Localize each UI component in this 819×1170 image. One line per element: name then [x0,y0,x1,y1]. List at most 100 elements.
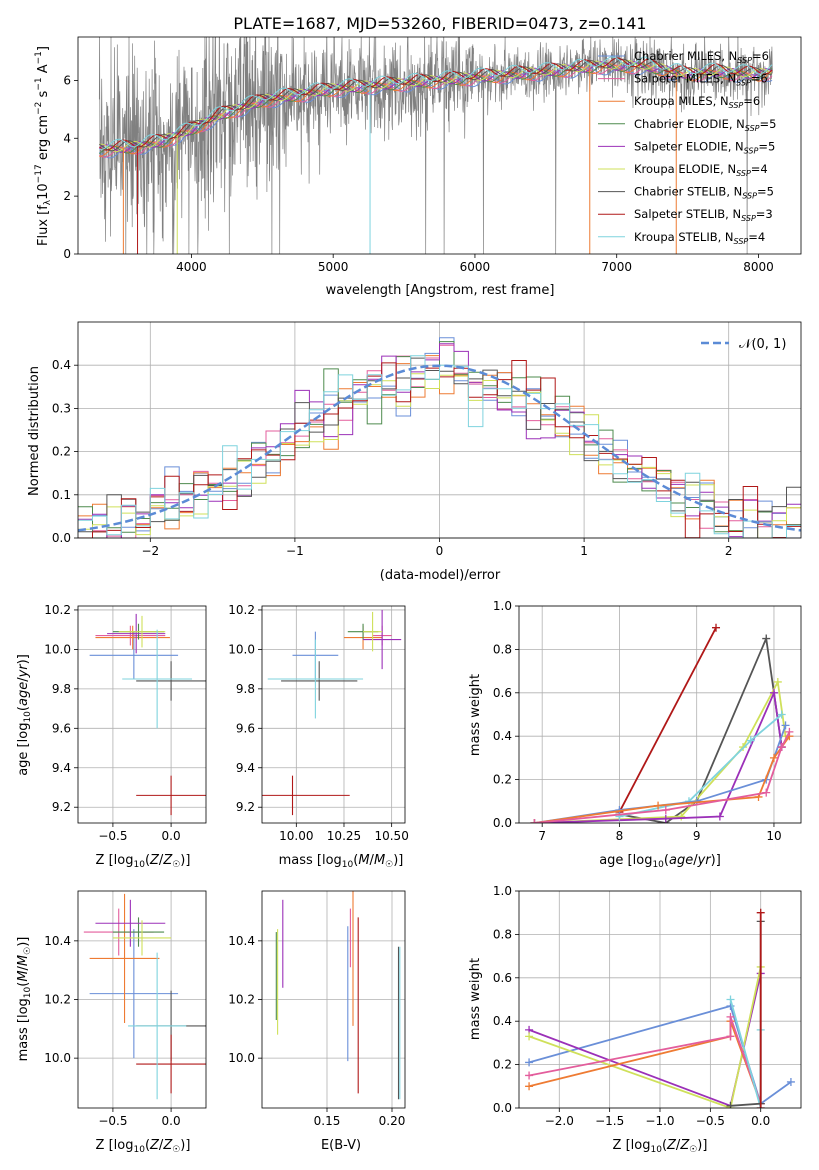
x-tick-label: −2.0 [545,1114,574,1128]
axes-frame [261,605,406,824]
residual-histogram [78,355,801,538]
legend-label: Kroupa MILES, NSSP=6 [634,94,760,110]
panel-age-mass: mass [log10(M/M☉)] [279,853,404,870]
plot-area [530,623,794,823]
weight-marker [773,677,782,686]
mass-z-xlabel: Z [log10(Z/Z☉)] [96,1138,191,1155]
legend-label: Kroupa STELIB, NSSP=4 [634,230,765,246]
plot-area [98,37,773,254]
weight-marker [726,1101,735,1108]
x-tick-label: 6000 [460,260,491,274]
axes-frame [261,890,406,1109]
x-tick-label: −0.5 [98,1114,127,1128]
weight-marker [756,908,765,917]
weight-marker [785,727,794,736]
axes-frame [77,890,207,1109]
model-spectrum-line [98,62,773,155]
weight-marker [715,812,724,821]
legend-label: Salpeter ELODIE, NSSP=5 [634,139,775,155]
x-tick-label: 5000 [318,260,349,274]
y-tick-label: 4 [63,131,71,145]
weight-line [528,1016,762,1104]
legend-label: Salpeter STELIB, NSSP=3 [634,207,773,223]
weight-line [528,966,762,1108]
x-tick-label: −2 [141,544,159,558]
panel-residuals: (data-model)/error Normed distribution [27,366,501,583]
y-tick-label: 10.0 [44,642,71,656]
panel-weight-z: Z [log10(Z/Z☉)] mass weight [468,958,707,1155]
y-tick-label: 6 [63,73,71,87]
y-tick-label: 10.2 [44,993,71,1007]
weight-z-ylabel: mass weight [468,958,483,1040]
spectrum-ylabel: Flux [fλ10−17 erg cm−2 s−1 A−1] [34,46,53,246]
y-tick-label: 0.0 [493,1101,512,1115]
y-tick-label: 9.2 [52,800,71,814]
x-tick-label: 7 [538,829,546,843]
y-tick-label: 0 [63,247,71,261]
plot-area [262,609,402,816]
weight-marker [769,688,778,697]
weight-marker [661,805,670,814]
weight-line [528,973,762,1108]
y-tick-label: 9.8 [52,682,71,696]
y-tick-label: 9.6 [52,721,71,735]
axes-frame [77,36,802,255]
y-tick-label: 0.4 [493,729,512,743]
x-tick-label: 0 [436,544,444,558]
x-tick-label: 8000 [743,260,774,274]
model-spectrum-line [99,56,773,150]
weight-marker [654,801,663,810]
y-tick-label: 1.0 [493,599,512,613]
weight-line [528,1020,762,1105]
x-tick-label: −1.0 [645,1114,674,1128]
model-spectrum-line [99,57,773,151]
plot-area [78,337,801,538]
x-tick-label: −1 [286,544,304,558]
axes-frame [518,605,802,824]
x-tick-label: 10.50 [374,829,408,843]
spectrum-xlabel: wavelength [Angstrom, rest frame] [326,283,555,298]
weight-marker [769,753,778,762]
age-z-ylabel: age [log10(age/yr)] [16,654,33,776]
weight-marker [525,1032,534,1041]
panel-age-z: Z [log10(Z/Z☉)] age [log10(age/yr)] [16,654,190,870]
x-tick-label: 8 [616,829,624,843]
axes-mass-weight-vs-Z: −2.0 −1.5 −1.0 −0.5 0.0 0.0 0.2 0.4 0.6 0.8 1.0 [493,884,802,1128]
plot-area [275,891,401,1100]
weight-age-xlabel: age [log10(age/yr)] [599,853,721,870]
y-tick-label: 2 [63,189,71,203]
x-tick-label: 0.15 [314,1114,341,1128]
weight-marker [712,623,721,632]
figure-title: PLATE=1687, MJD=53260, FIBERID=0473, z=0… [233,14,646,33]
normal-curve [78,364,801,532]
y-tick-label: 9.2 [236,800,255,814]
y-tick-label: 9.4 [52,761,71,775]
y-tick-label: 10.2 [44,603,71,617]
x-tick-label: −0.5 [696,1114,725,1128]
x-tick-label: 10.25 [327,829,361,843]
y-tick-label: 10.4 [228,934,255,948]
weight-marker [726,1032,735,1041]
y-tick-label: 10.4 [44,934,71,948]
y-tick-label: 9.4 [236,761,255,775]
y-tick-label: 0.3 [52,401,71,415]
x-tick-label: 1 [580,544,588,558]
residuals-ylabel: Normed distribution [27,366,42,496]
weight-marker [525,1082,534,1091]
x-tick-label: 4000 [176,260,207,274]
y-tick-label: 0.1 [52,488,71,502]
y-tick-label: 0.0 [52,531,71,545]
weight-marker [781,721,790,730]
axes-mass-vs-EBV: 0.15 0.20 10.0 10.2 10.4 [228,890,406,1128]
residuals-legend: 𝒩(0, 1) [701,337,786,352]
x-tick-label: 7000 [601,260,632,274]
y-tick-label: 0.2 [52,445,71,459]
panel-spectrum: wavelength [Angstrom, rest frame] Flux [… [34,46,554,298]
axes-age-vs-mass: 10.00 10.25 10.50 9.2 9.4 9.6 9.8 10.0 10.2 [228,603,409,843]
axes-spectrum: 4000 5000 6000 7000 8000 0 2 4 6 Chabrier MILES, … [63,36,802,274]
y-tick-label: 10.2 [228,603,255,617]
y-tick-label: 0.8 [493,927,512,941]
weight-marker [726,1012,735,1021]
weight-marker [777,743,786,752]
